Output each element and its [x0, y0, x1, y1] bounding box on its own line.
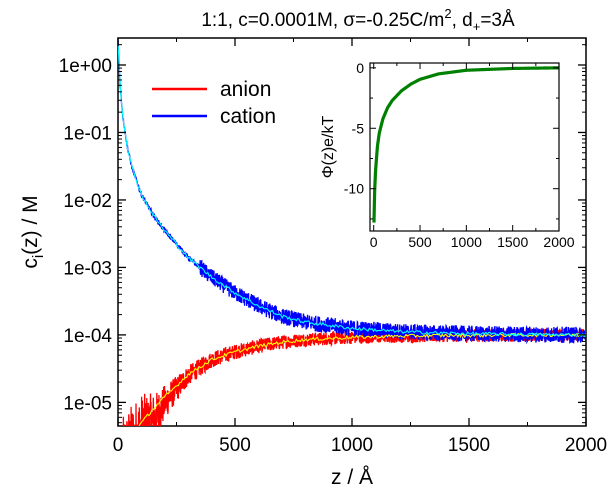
y-axis-label-main: c [19, 258, 42, 269]
inset-x-tick-label: 500 [408, 234, 432, 250]
title-subscript: + [473, 19, 481, 34]
legend: anion cation [152, 78, 276, 128]
y-tick-label: 1e-05 [63, 393, 112, 414]
x-tick-label: 500 [219, 435, 251, 456]
y-tick-label: 1e-02 [63, 191, 112, 212]
title-tail: =3Å [480, 10, 515, 31]
y-tick-label: 1e-03 [63, 258, 112, 279]
inset-y-axis-label: Φ(z)e/kT [320, 116, 337, 179]
inset-axis-ticks: 0 500 1000 1500 2000 0 -5 -10 [344, 60, 575, 250]
main-axis-ticks: 0 500 1000 1500 2000 1e+00 1e-01 1e-02 1e-03 1e-0… [59, 38, 607, 456]
series-line-anion-smoothed [138, 332, 586, 426]
legend-label-anion: anion [220, 78, 271, 101]
main-series-layer [118, 40, 586, 426]
inset-y-tick-label: -10 [344, 181, 364, 197]
inset-y-tick-label: -5 [352, 120, 365, 136]
chart-title: 1:1, c=0.0001M, σ=-0.25C/m2, d+=3Å [201, 6, 515, 34]
inset-series-layer [372, 66, 559, 223]
series-line-anion [122, 326, 586, 426]
inset-y-tick-label: 0 [356, 60, 364, 76]
inset-frame [369, 62, 560, 232]
series-line-cation-smoothed [118, 42, 586, 338]
y-tick-label: 1e-04 [63, 326, 112, 347]
y-tick-label: 1e-01 [63, 123, 112, 144]
x-tick-label: 1000 [331, 435, 373, 456]
y-axis-label-subscript: i [30, 255, 47, 258]
series-line-potential [372, 66, 559, 223]
y-axis-label: ci(z) / M [19, 195, 47, 268]
x-tick-label: 0 [113, 435, 124, 456]
legend-label-cation: cation [220, 105, 276, 128]
x-tick-label: 2000 [565, 435, 607, 456]
y-tick-label: 1e+00 [59, 56, 112, 77]
title-main: 1:1, c=0.0001M, σ=-0.25C/m [201, 10, 444, 31]
x-axis-label: z / Å [331, 466, 373, 489]
title-middle: , d [452, 10, 473, 31]
inset-x-tick-label: 0 [370, 234, 378, 250]
inset-x-tick-label: 2000 [543, 234, 574, 250]
inset-chart: 0 500 1000 1500 2000 0 -5 -10 Φ(z)e/kT [320, 60, 575, 250]
inset-background [370, 63, 559, 231]
inset-x-tick-label: 1500 [497, 234, 528, 250]
inset-x-tick-label: 1000 [451, 234, 482, 250]
title-superscript: 2 [444, 6, 451, 21]
y-axis-label-tail: (z) / M [19, 195, 42, 254]
x-tick-label: 1500 [448, 435, 490, 456]
